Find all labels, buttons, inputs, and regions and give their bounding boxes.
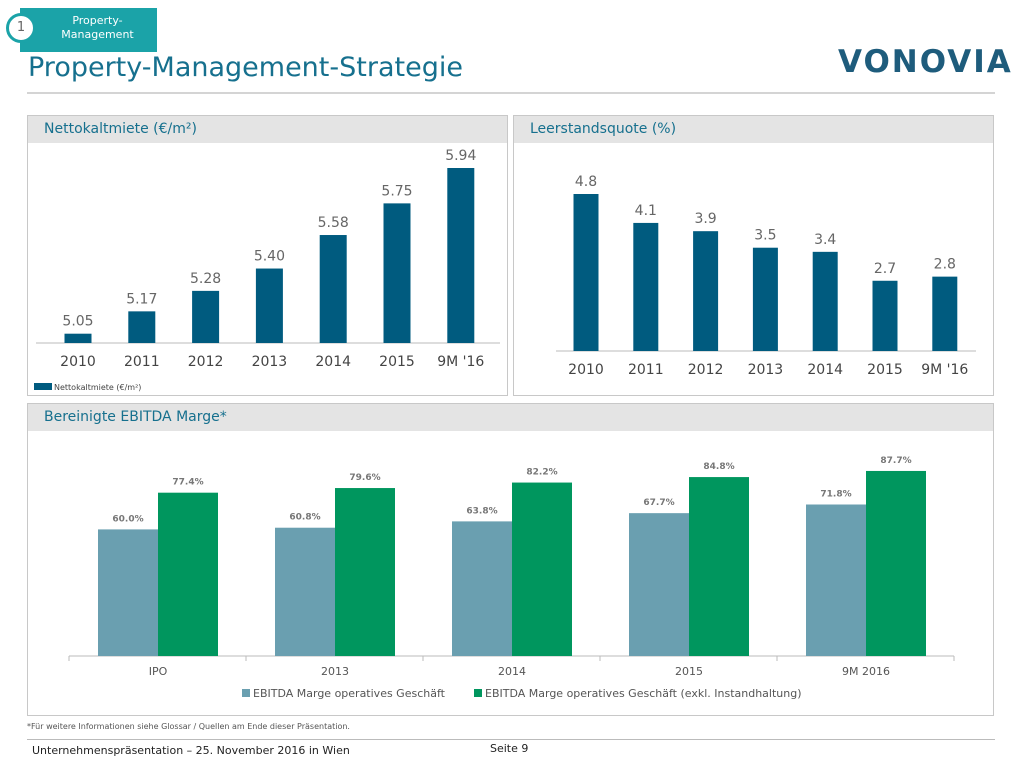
x-tick-label: 2013 [748, 362, 784, 378]
data-label: 3.4 [814, 232, 836, 248]
bar [158, 492, 218, 656]
data-label: 67.7% [643, 498, 674, 508]
bar [689, 477, 749, 656]
chart-title: Leerstandsquote (%) [514, 116, 993, 143]
bar [932, 276, 958, 351]
x-tick-label: 2012 [188, 354, 224, 370]
x-tick-label: 2010 [568, 362, 604, 378]
bar [192, 290, 220, 343]
bar [633, 222, 659, 351]
bar [512, 482, 572, 656]
data-label: 60.8% [289, 513, 320, 523]
data-label: 5.17 [126, 291, 157, 307]
title-divider [27, 92, 995, 94]
bar [319, 235, 347, 343]
page-number: Seite 9 [490, 742, 529, 755]
x-tick-label: 2014 [807, 362, 843, 378]
data-label: 3.5 [754, 228, 776, 244]
legend-label: EBITDA Marge operatives Geschäft (exkl. … [485, 687, 802, 700]
bar [98, 529, 158, 656]
ebitda-chart: 60.0% 77.4% IPO 60.8% 79.6% 2013 63.8% 82.2% 201… [68, 456, 955, 700]
chart-panel-rent: Nettokaltmiete (€/m²) 5.05 2010 5.17 2011 5.… [27, 115, 508, 396]
data-label: 5.75 [381, 183, 412, 199]
section-label: Property- Management [61, 14, 134, 41]
x-tick-label: 2010 [60, 354, 96, 370]
bar [812, 251, 838, 351]
x-tick-label: 2015 [867, 362, 903, 378]
x-tick-label: 2014 [498, 665, 526, 678]
section-number: 1 [6, 13, 36, 43]
x-tick-label: 9M '16 [921, 362, 968, 378]
bar [383, 203, 411, 343]
footer-text: Unternehmenspräsentation – 25. November … [32, 744, 350, 757]
x-tick-label: 2011 [628, 362, 664, 378]
x-tick-label: 2012 [688, 362, 724, 378]
x-tick-label: 2011 [124, 354, 160, 370]
bar [872, 280, 898, 351]
bar [752, 247, 778, 351]
data-label: 4.8 [575, 174, 597, 190]
data-label: 77.4% [172, 478, 203, 488]
x-tick-label: 2013 [252, 354, 288, 370]
data-label: 4.1 [635, 203, 657, 219]
data-label: 5.58 [318, 215, 349, 231]
vacancy-chart: 4.8 2010 4.1 2011 3.9 2012 3.5 2013 3.4 2014 2.7 20… [556, 174, 976, 378]
bar [255, 268, 283, 343]
data-label: 79.6% [349, 473, 380, 483]
data-label: 82.2% [526, 468, 557, 478]
x-tick-label: 2013 [321, 665, 349, 678]
bar [866, 470, 926, 656]
legend-swatch [34, 383, 52, 390]
bar [693, 231, 719, 351]
bar [452, 521, 512, 656]
chart-title: Bereinigte EBITDA Marge* [28, 404, 993, 431]
bar [447, 168, 475, 343]
x-tick-label: 9M '16 [437, 354, 484, 370]
footer-divider [27, 739, 995, 740]
data-label: 5.94 [445, 148, 476, 164]
data-label: 84.8% [703, 462, 734, 472]
data-label: 71.8% [820, 490, 851, 500]
bar [64, 333, 92, 343]
legend-swatch [474, 689, 482, 697]
bar [335, 488, 395, 656]
data-label: 2.8 [934, 257, 956, 273]
legend-label: Nettokaltmiete (€/m²) [54, 383, 141, 392]
section-tab: Property- Management [20, 8, 157, 52]
data-label: 63.8% [466, 506, 497, 516]
data-label: 3.9 [694, 211, 716, 227]
footnote: *Für weitere Informationen siehe Glossar… [27, 722, 350, 731]
page-title: Property-Management-Strategie [28, 52, 463, 83]
legend-label: EBITDA Marge operatives Geschäft [253, 687, 446, 700]
bar [629, 513, 689, 656]
vonovia-logo: VONOVIA [838, 44, 1013, 80]
x-tick-label: IPO [149, 665, 168, 678]
chart-panel-vacancy: Leerstandsquote (%) 4.8 2010 4.1 2011 3.9 201… [513, 115, 994, 396]
data-label: 5.40 [254, 249, 285, 265]
chart-panel-ebitda: Bereinigte EBITDA Marge* 60.0% 77.4% IPO 60… [27, 403, 994, 716]
x-tick-label: 9M 2016 [842, 665, 890, 678]
legend-swatch [242, 689, 250, 697]
data-label: 87.7% [880, 456, 911, 466]
data-label: 60.0% [112, 514, 143, 524]
bar [573, 194, 599, 351]
x-tick-label: 2015 [379, 354, 415, 370]
data-label: 5.05 [62, 314, 93, 330]
x-tick-label: 2014 [315, 354, 351, 370]
chart-title: Nettokaltmiete (€/m²) [28, 116, 507, 143]
x-tick-label: 2015 [675, 665, 703, 678]
rent-chart: 5.05 2010 5.17 2011 5.28 2012 5.40 2013 5.58 2014… [34, 148, 500, 392]
bar [275, 527, 335, 656]
bar [128, 311, 156, 343]
bar [806, 504, 866, 656]
data-label: 5.28 [190, 271, 221, 287]
data-label: 2.7 [874, 261, 896, 277]
